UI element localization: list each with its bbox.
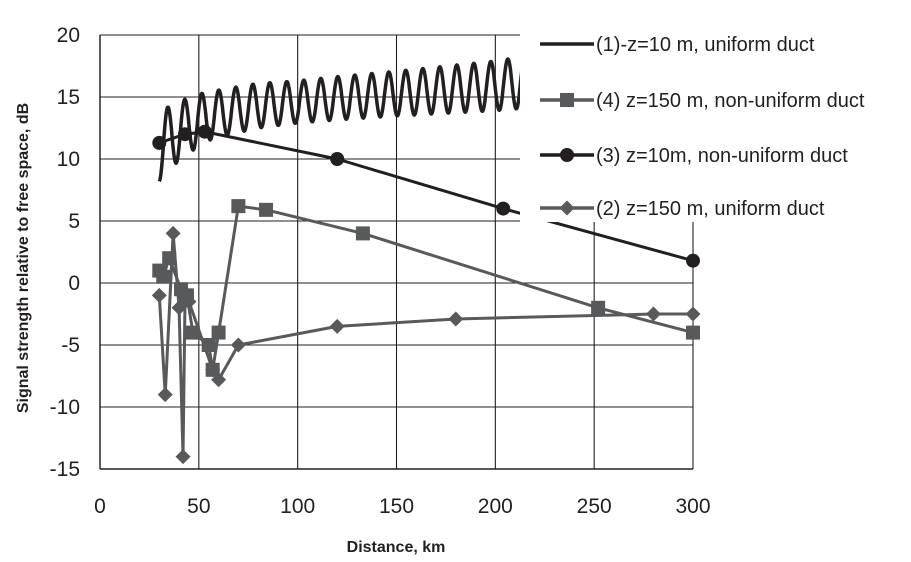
data-point-s2-4: [496, 201, 511, 216]
y-tick-label-1: -10: [50, 396, 80, 419]
data-point-s2-0: [152, 135, 167, 150]
legend-label-2: (3) z=10m, non-uniform duct: [596, 145, 848, 167]
x-tick-label-1: 50: [187, 495, 210, 518]
legend-entry-2: (3) z=10m, non-uniform duct: [540, 145, 848, 167]
legend-marker-1: [560, 93, 574, 107]
y-tick-label-5: 10: [57, 148, 80, 171]
data-point-s3-4: [175, 449, 191, 465]
legend: (1)-z=10 m, uniform duct (4) z=150 m, non…: [540, 34, 865, 220]
data-point-s3-6: [181, 294, 197, 310]
data-point-s1-1: [156, 269, 171, 284]
x-tick-label-0: 0: [94, 495, 106, 518]
data-point-s3-9: [230, 337, 246, 353]
series-line-3: [157, 231, 693, 459]
x-axis-title: Distance, km: [347, 539, 446, 556]
data-point-s2-1: [177, 127, 192, 142]
series-0: [157, 54, 527, 183]
data-point-s1-12: [355, 226, 370, 241]
data-point-s1-6: [185, 325, 200, 340]
legend-entry-0: (1)-z=10 m, uniform duct: [540, 34, 815, 56]
y-tick-label-2: -5: [61, 334, 80, 357]
data-point-s3-11: [448, 311, 464, 327]
legend-box: [520, 0, 911, 222]
data-point-s3-2: [165, 225, 181, 241]
axes: [99, 35, 693, 470]
data-point-s2-2: [197, 124, 212, 139]
y-tick-label-0: -15: [50, 458, 80, 481]
data-point-s1-9: [211, 325, 226, 340]
x-tick-label-4: 200: [478, 495, 513, 518]
x-tick-label-5: 250: [577, 495, 612, 518]
x-tick-label-6: 300: [675, 495, 710, 518]
legend-marker-2: [560, 148, 574, 162]
data-point-s3-13: [685, 306, 701, 322]
data-point-s2-5: [686, 253, 700, 268]
legend-label-0: (1)-z=10 m, uniform duct: [596, 34, 815, 56]
y-tick-labels: -15 -10 -5 0 5 10 15 20: [50, 24, 80, 481]
legend-entry-3: (2) z=150 m, uniform duct: [540, 198, 825, 220]
data-point-s2-3: [330, 152, 345, 166]
legend-label-1: (4) z=150 m, non-uniform duct: [596, 90, 865, 112]
data-point-s3-8: [211, 372, 227, 388]
data-point-s3-12: [645, 306, 661, 322]
y-tick-label-6: 15: [57, 86, 80, 109]
data-point-s3-0: [151, 287, 167, 303]
data-point-s3-7: [205, 362, 221, 378]
series-3: [151, 225, 701, 465]
y-axis-title: Signal strength relative to free space, …: [15, 103, 32, 413]
data-point-s1-10: [231, 199, 246, 214]
legend-marker-3: [559, 200, 575, 216]
legend-entry-1: (4) z=150 m, non-uniform duct: [540, 90, 865, 112]
legend-label-3: (2) z=150 m, uniform duct: [596, 198, 825, 220]
series-1: [152, 199, 700, 377]
data-point-s1-14: [686, 325, 700, 340]
data-point-s1-11: [259, 202, 274, 217]
x-tick-label-3: 150: [379, 495, 414, 518]
series-line-uniform-duct-10m: [157, 54, 527, 183]
y-tick-label-4: 5: [68, 210, 80, 233]
data-point-s3-10: [329, 318, 345, 334]
data-point-s3-1: [157, 387, 173, 403]
x-tick-labels: 0 50 100 150 200 250 300: [94, 495, 710, 518]
x-tick-label-2: 100: [280, 495, 315, 518]
y-tick-label-7: 20: [57, 24, 80, 47]
y-tick-label-3: 0: [68, 272, 80, 295]
data-point-s1-13: [591, 300, 606, 315]
